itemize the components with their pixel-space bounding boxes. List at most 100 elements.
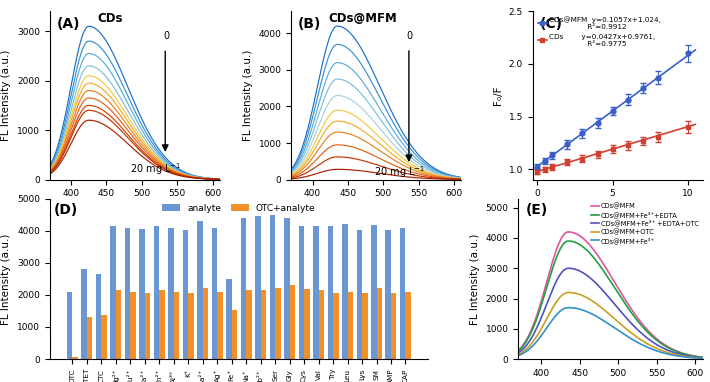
CDs@MFM+Fe³⁺+EDTA — [536, 306, 545, 310]
Y-axis label: FL Intensity (a.u.): FL Intensity (a.u.) — [470, 233, 480, 325]
X-axis label: Wavelength (nm): Wavelength (nm) — [89, 204, 180, 214]
Bar — [168, 228, 174, 359]
Text: (D): (D) — [53, 204, 77, 217]
Bar — [96, 274, 102, 359]
CDs@MFM — [574, 233, 583, 238]
Bar — [116, 290, 121, 359]
Bar — [212, 228, 217, 359]
Text: 0: 0 — [407, 31, 413, 41]
Text: 20 mg L$^{-1}$: 20 mg L$^{-1}$ — [374, 164, 425, 180]
CDs@MFM+Fe³⁺ — [564, 305, 572, 310]
CDs@MFM+Fe³⁺ — [536, 334, 545, 339]
Bar — [304, 289, 310, 359]
Bar — [255, 216, 261, 359]
CDs@MFM+OTC — [536, 328, 545, 332]
CDs@MFM+Fe³⁺+EDTA — [648, 334, 656, 338]
CDs@MFM+Fe³⁺ — [514, 353, 523, 358]
Bar — [290, 285, 295, 359]
Bar — [102, 315, 107, 359]
CDs@MFM+Fe³⁺ +EDTA+OTC — [574, 268, 583, 273]
Bar — [275, 288, 280, 359]
CDs@MFM+Fe³⁺ +EDTA+OTC — [699, 356, 707, 360]
Bar — [67, 292, 72, 359]
Line: CDs@MFM+Fe³⁺+EDTA: CDs@MFM+Fe³⁺+EDTA — [518, 241, 703, 358]
Text: 0: 0 — [163, 31, 169, 41]
Y-axis label: F₀/F: F₀/F — [493, 86, 503, 105]
Bar — [110, 226, 116, 359]
Bar — [333, 293, 339, 359]
Bar — [400, 228, 405, 359]
Bar — [391, 293, 396, 359]
Bar — [87, 317, 92, 359]
Text: 20 mg L$^{-1}$: 20 mg L$^{-1}$ — [131, 161, 182, 177]
CDs@MFM+Fe³⁺+EDTA — [649, 335, 657, 339]
CDs@MFM+Fe³⁺+EDTA — [564, 239, 572, 243]
CDs@MFM+Fe³⁺ — [648, 347, 656, 351]
Bar — [203, 288, 208, 359]
Legend: CDs@MFM  y=0.1057x+1.024,
                 R²=0.9912, CDs        y=0.0427x+0.976: CDs@MFM y=0.1057x+1.024, R²=0.9912, CDs … — [537, 15, 662, 48]
Legend: CDs@MFM, CDs@MFM+Fe³⁺+EDTA, CDs@MFM+Fe³⁺ +EDTA+OTC, CDs@MFM+OTC, CDs@MFM+Fe³⁺: CDs@MFM, CDs@MFM+Fe³⁺+EDTA, CDs@MFM+Fe³⁺… — [590, 202, 699, 244]
CDs@MFM+Fe³⁺ — [630, 338, 639, 343]
Line: CDs@MFM+OTC: CDs@MFM+OTC — [518, 293, 703, 358]
Bar — [145, 293, 151, 359]
Bar — [342, 224, 348, 359]
Bar — [188, 293, 194, 359]
CDs@MFM — [514, 348, 523, 353]
Bar — [376, 288, 382, 359]
CDs@MFM+Fe³⁺ — [588, 312, 596, 316]
Line: CDs@MFM+Fe³⁺ +EDTA+OTC: CDs@MFM+Fe³⁺ +EDTA+OTC — [518, 268, 703, 358]
Bar — [72, 356, 78, 359]
CDs@MFM+Fe³⁺ +EDTA+OTC — [514, 351, 523, 355]
CDs@MFM+Fe³⁺+EDTA — [574, 242, 583, 246]
Bar — [174, 292, 180, 359]
Bar — [313, 226, 319, 359]
Bar — [371, 225, 376, 359]
CDs@MFM+Fe³⁺ +EDTA+OTC — [564, 266, 572, 270]
Bar — [217, 292, 223, 359]
Bar — [154, 226, 159, 359]
Legend: analyte, OTC+analyte: analyte, OTC+analyte — [159, 200, 320, 216]
Bar — [261, 290, 266, 359]
Line: CDs@MFM+Fe³⁺: CDs@MFM+Fe³⁺ — [518, 308, 703, 358]
Bar — [159, 290, 165, 359]
Bar — [405, 292, 411, 359]
Text: CDs: CDs — [97, 11, 123, 24]
Y-axis label: FL Intensity (a.u.): FL Intensity (a.u.) — [243, 50, 253, 141]
Bar — [182, 230, 188, 359]
CDs@MFM+OTC — [648, 344, 656, 348]
CDs@MFM — [649, 333, 657, 338]
Bar — [82, 269, 87, 359]
Bar — [125, 228, 131, 359]
Y-axis label: FL Intensity (a.u.): FL Intensity (a.u.) — [1, 233, 11, 325]
Bar — [348, 292, 353, 359]
CDs@MFM+OTC — [588, 298, 596, 303]
Bar — [139, 229, 145, 359]
Bar — [197, 221, 203, 359]
Bar — [362, 293, 368, 359]
CDs@MFM+Fe³⁺ — [699, 356, 707, 361]
CDs@MFM — [699, 355, 707, 359]
CDs@MFM — [648, 332, 656, 337]
CDs@MFM+Fe³⁺+EDTA — [588, 253, 596, 258]
CDs@MFM+Fe³⁺ +EDTA+OTC — [648, 339, 656, 344]
CDs@MFM — [536, 301, 545, 306]
CDs@MFM — [564, 230, 572, 234]
CDs@MFM — [630, 312, 639, 316]
Bar — [246, 290, 251, 359]
Bar — [241, 218, 246, 359]
CDs@MFM+Fe³⁺+EDTA — [699, 355, 707, 360]
Bar — [327, 226, 333, 359]
CDs@MFM+Fe³⁺ +EDTA+OTC — [536, 317, 545, 322]
CDs@MFM+Fe³⁺ +EDTA+OTC — [649, 340, 657, 345]
CDs@MFM+Fe³⁺ — [574, 307, 583, 311]
CDs@MFM+Fe³⁺+EDTA — [514, 349, 523, 353]
Bar — [299, 226, 304, 359]
Bar — [231, 310, 237, 359]
CDs@MFM+Fe³⁺ — [649, 347, 657, 352]
CDs@MFM+OTC — [564, 290, 572, 295]
CDs@MFM+OTC — [649, 345, 657, 349]
Bar — [386, 230, 391, 359]
CDs@MFM+OTC — [699, 356, 707, 361]
CDs@MFM+Fe³⁺ +EDTA+OTC — [630, 325, 639, 329]
CDs@MFM+Fe³⁺ +EDTA+OTC — [588, 277, 596, 282]
